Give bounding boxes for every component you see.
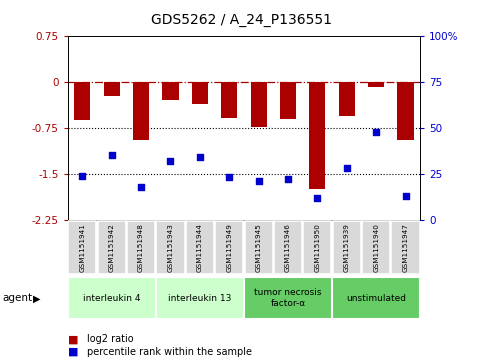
Bar xyxy=(156,221,185,274)
Text: GSM1151947: GSM1151947 xyxy=(402,223,409,272)
Bar xyxy=(368,82,384,87)
Text: GSM1151941: GSM1151941 xyxy=(79,223,85,272)
Point xyxy=(78,173,86,179)
Text: log2 ratio: log2 ratio xyxy=(87,334,134,344)
Bar xyxy=(280,82,296,119)
Bar xyxy=(309,82,326,189)
Bar xyxy=(251,82,267,127)
Text: interleukin 4: interleukin 4 xyxy=(83,294,141,302)
Text: GSM1151940: GSM1151940 xyxy=(373,223,379,272)
Point xyxy=(343,166,351,171)
Bar xyxy=(162,82,179,101)
Bar xyxy=(274,221,302,274)
Bar xyxy=(127,221,155,274)
Bar xyxy=(362,221,390,274)
Text: interleukin 13: interleukin 13 xyxy=(168,294,231,302)
Text: GSM1151942: GSM1151942 xyxy=(109,223,114,272)
Text: ▶: ▶ xyxy=(33,293,41,303)
Point xyxy=(372,129,380,135)
Bar xyxy=(192,82,208,103)
Bar xyxy=(332,277,420,319)
Text: GSM1151943: GSM1151943 xyxy=(168,223,173,272)
Point xyxy=(284,176,292,182)
Bar xyxy=(156,277,244,319)
Text: GSM1151945: GSM1151945 xyxy=(256,223,262,272)
Text: agent: agent xyxy=(2,293,32,303)
Text: ■: ■ xyxy=(68,334,78,344)
Bar xyxy=(221,82,237,118)
Text: GSM1151939: GSM1151939 xyxy=(344,223,350,272)
Bar xyxy=(244,221,273,274)
Text: GSM1151944: GSM1151944 xyxy=(197,223,203,272)
Point xyxy=(108,152,115,158)
Bar xyxy=(104,82,120,95)
Text: percentile rank within the sample: percentile rank within the sample xyxy=(87,347,252,357)
Text: tumor necrosis
factor-α: tumor necrosis factor-α xyxy=(254,288,322,308)
Point xyxy=(402,193,410,199)
Point xyxy=(167,158,174,164)
Bar xyxy=(339,82,355,116)
Point xyxy=(313,195,321,200)
Text: GSM1151950: GSM1151950 xyxy=(314,223,320,272)
Bar xyxy=(186,221,214,274)
Bar xyxy=(391,221,420,274)
Bar xyxy=(303,221,331,274)
Point xyxy=(226,175,233,180)
Bar xyxy=(244,277,332,319)
Bar xyxy=(98,221,126,274)
Point xyxy=(196,154,204,160)
Point xyxy=(137,184,145,189)
Text: GDS5262 / A_24_P136551: GDS5262 / A_24_P136551 xyxy=(151,13,332,27)
Point xyxy=(255,178,262,184)
Bar xyxy=(68,277,156,319)
Text: GSM1151948: GSM1151948 xyxy=(138,223,144,272)
Text: GSM1151946: GSM1151946 xyxy=(285,223,291,272)
Text: unstimulated: unstimulated xyxy=(346,294,406,302)
Bar xyxy=(133,82,149,140)
Bar xyxy=(398,82,413,140)
Bar xyxy=(74,82,90,120)
Text: ■: ■ xyxy=(68,347,78,357)
Bar xyxy=(333,221,361,274)
Text: GSM1151949: GSM1151949 xyxy=(226,223,232,272)
Bar xyxy=(215,221,243,274)
Bar xyxy=(68,221,97,274)
